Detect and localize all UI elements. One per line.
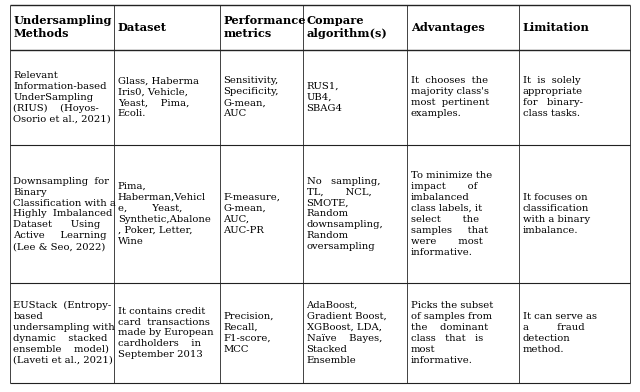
Text: AdaBoost,
Gradient Boost,
XGBoost, LDA,
Naïve    Bayes,
Stacked
Ensemble: AdaBoost, Gradient Boost, XGBoost, LDA, … <box>307 301 387 365</box>
Text: Precision,
Recall,
F1-score,
MCC: Precision, Recall, F1-score, MCC <box>223 312 274 354</box>
Text: Pima,
Haberman,Vehicl
e,        Yeast,
Synthetic,Abalone
, Poker, Letter,
Wine: Pima, Haberman,Vehicl e, Yeast, Syntheti… <box>118 182 211 246</box>
Text: It  is  solely
appropriate
for   binary-
class tasks.: It is solely appropriate for binary- cla… <box>523 76 583 118</box>
Text: Relevant
Information-based
UnderSampling
(RIUS)    (Hoyos-
Osorio et al., 2021): Relevant Information-based UnderSampling… <box>13 71 111 124</box>
Text: Sensitivity,
Specificity,
G-mean,
AUC: Sensitivity, Specificity, G-mean, AUC <box>223 76 279 118</box>
Text: Limitation: Limitation <box>523 22 589 33</box>
Text: Glass, Haberma
Iris0, Vehicle,
Yeast,    Pima,
Ecoli.: Glass, Haberma Iris0, Vehicle, Yeast, Pi… <box>118 76 199 118</box>
Text: No   sampling,
TL,       NCL,
SMOTE,
Random
downsampling,
Random
oversampling: No sampling, TL, NCL, SMOTE, Random down… <box>307 177 383 251</box>
Text: Picks the subset
of samples from
the    dominant
class   that   is
most
informat: Picks the subset of samples from the dom… <box>411 301 493 365</box>
Text: Dataset: Dataset <box>118 22 167 33</box>
Text: It can serve as
a         fraud
detection
method.: It can serve as a fraud detection method… <box>523 312 597 354</box>
Text: Undersampling
Methods: Undersampling Methods <box>13 15 112 40</box>
Text: Performance
metrics: Performance metrics <box>223 15 306 40</box>
Text: F-measure,
G-mean,
AUC,
AUC-PR: F-measure, G-mean, AUC, AUC-PR <box>223 193 280 235</box>
Text: RUS1,
UB4,
SBAG4: RUS1, UB4, SBAG4 <box>307 82 342 113</box>
Text: Compare
algorithm(s): Compare algorithm(s) <box>307 15 387 40</box>
Text: EUStack  (Entropy-
based
undersampling with
dynamic    stacked
ensemble    model: EUStack (Entropy- based undersampling wi… <box>13 301 115 365</box>
Text: It focuses on
classification
with a binary
imbalance.: It focuses on classification with a bina… <box>523 193 590 235</box>
Text: To minimize the
impact       of
imbalanced
class labels, it
select       the
sam: To minimize the impact of imbalanced cla… <box>411 171 492 257</box>
Text: It  chooses  the
majority class's
most  pertinent
examples.: It chooses the majority class's most per… <box>411 76 489 118</box>
Text: Advantages: Advantages <box>411 22 484 33</box>
Text: It contains credit
card  transactions
made by European
cardholders    in
Septemb: It contains credit card transactions mad… <box>118 307 213 359</box>
Text: Downsampling  for
Binary
Classification with a
Highly  Imbalanced
Dataset      U: Downsampling for Binary Classification w… <box>13 177 116 251</box>
